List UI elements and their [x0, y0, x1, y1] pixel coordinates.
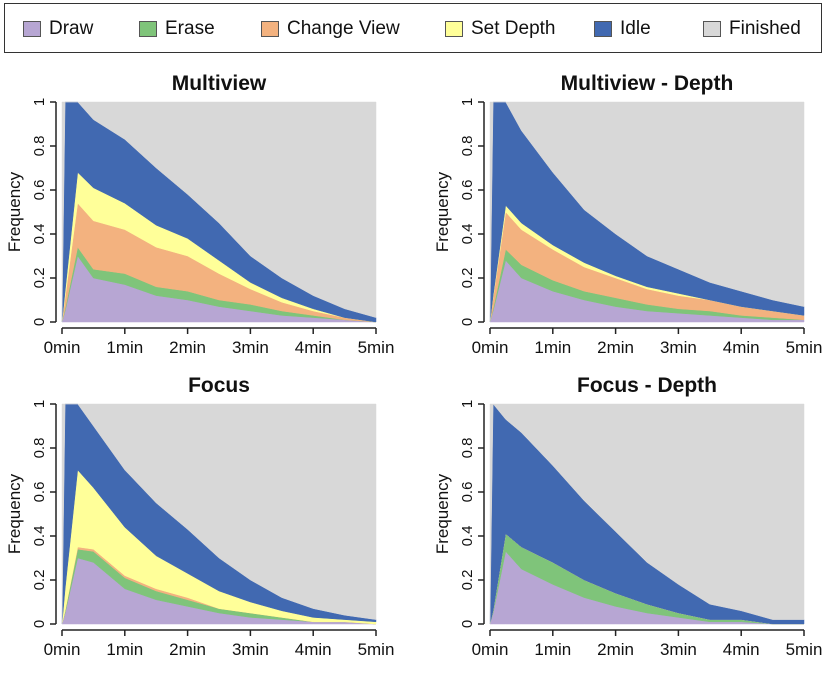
y-tick-label: 0.8	[31, 438, 48, 459]
legend-swatch-idle	[594, 21, 612, 37]
chart-focus-depth: Focus - Depth Frequency 0 0.2 0.4 0.6 0.8 1 0min…	[433, 374, 822, 659]
legend: Draw Erase Change View Set Depth Idle Fi…	[4, 3, 822, 53]
y-tick-label: 0	[31, 620, 48, 628]
legend-item-draw: Draw	[23, 18, 93, 40]
x-tick-label: 0min	[44, 640, 81, 659]
x-tick-label: 1min	[106, 640, 143, 659]
x-tick-label: 5min	[358, 338, 395, 357]
x-tick-label: 2min	[169, 338, 206, 357]
chart-multiview: Multiview Frequency 0 0.2 0.4 0.6 0.8 1 0min 1min…	[5, 72, 394, 357]
legend-label-erase: Erase	[165, 18, 215, 39]
x-tick-label: 0min	[472, 640, 509, 659]
area-finished	[489, 403, 805, 625]
x-tick-label: 1min	[534, 338, 571, 357]
x-tick-label: 0min	[472, 338, 509, 357]
legend-item-idle: Idle	[594, 18, 651, 40]
y-tick-label: 0.2	[459, 268, 476, 289]
area-finished	[61, 403, 377, 625]
legend-label-set-depth: Set Depth	[471, 18, 556, 39]
y-tick-label: 0.2	[31, 570, 48, 591]
x-tick-label: 4min	[723, 338, 760, 357]
y-tick-label: 0.8	[459, 136, 476, 157]
x-tick-label: 3min	[660, 338, 697, 357]
chart-title: Focus	[188, 374, 250, 397]
y-tick-label: 0.2	[459, 570, 476, 591]
legend-label-idle: Idle	[620, 18, 651, 39]
legend-swatch-change-view	[261, 21, 279, 37]
legend-item-change-view: Change View	[261, 18, 400, 40]
legend-item-finished: Finished	[703, 18, 801, 40]
legend-swatch-finished	[703, 21, 721, 37]
y-axis-label: Frequency	[5, 473, 24, 554]
legend-label-finished: Finished	[729, 18, 801, 39]
area-finished	[489, 101, 805, 323]
area-finished	[61, 101, 377, 323]
y-tick-label: 0.4	[31, 526, 48, 547]
y-tick-label: 1	[459, 98, 476, 106]
x-tick-label: 3min	[232, 640, 269, 659]
y-tick-label: 0.6	[459, 180, 476, 201]
y-tick-label: 0.6	[31, 180, 48, 201]
y-tick-label: 0.8	[31, 136, 48, 157]
y-tick-label: 0.8	[459, 438, 476, 459]
chart-title: Focus - Depth	[577, 374, 717, 397]
y-tick-label: 0.4	[459, 224, 476, 245]
y-tick-label: 1	[459, 400, 476, 408]
x-tick-label: 2min	[169, 640, 206, 659]
legend-item-set-depth: Set Depth	[445, 18, 556, 40]
x-tick-label: 3min	[660, 640, 697, 659]
x-tick-label: 2min	[597, 640, 634, 659]
x-tick-label: 2min	[597, 338, 634, 357]
chart-title: Multiview - Depth	[561, 72, 734, 95]
y-tick-label: 0	[459, 318, 476, 326]
y-tick-label: 1	[31, 98, 48, 106]
x-tick-label: 0min	[44, 338, 81, 357]
legend-item-erase: Erase	[139, 18, 215, 40]
y-tick-label: 0	[31, 318, 48, 326]
legend-swatch-erase	[139, 21, 157, 37]
y-tick-label: 0.4	[31, 224, 48, 245]
chart-multiview-depth: Multiview - Depth Frequency 0 0.2 0.4 0.6 0.8 1…	[433, 72, 822, 357]
y-axis-label: Frequency	[5, 171, 24, 252]
x-tick-label: 3min	[232, 338, 269, 357]
legend-label-draw: Draw	[49, 18, 94, 39]
x-tick-label: 1min	[106, 338, 143, 357]
y-axis-label: Frequency	[433, 171, 452, 252]
y-tick-label: 0.6	[459, 482, 476, 503]
x-tick-label: 5min	[358, 640, 395, 659]
y-tick-label: 1	[31, 400, 48, 408]
legend-swatch-draw	[23, 21, 41, 37]
x-tick-label: 1min	[534, 640, 571, 659]
y-axis-label: Frequency	[433, 473, 452, 554]
x-tick-label: 5min	[786, 338, 823, 357]
legend-label-change-view: Change View	[287, 18, 400, 39]
x-tick-label: 4min	[295, 338, 332, 357]
x-tick-label: 4min	[723, 640, 760, 659]
y-tick-label: 0.6	[31, 482, 48, 503]
legend-swatch-set-depth	[445, 21, 463, 37]
x-tick-label: 4min	[295, 640, 332, 659]
y-tick-label: 0.2	[31, 268, 48, 289]
y-tick-label: 0	[459, 620, 476, 628]
chart-title: Multiview	[172, 72, 267, 95]
y-tick-label: 0.4	[459, 526, 476, 547]
chart-focus: Focus Frequency 0 0.2 0.4 0.6 0.8 1 0min 1min 2min…	[5, 374, 394, 659]
x-tick-label: 5min	[786, 640, 823, 659]
